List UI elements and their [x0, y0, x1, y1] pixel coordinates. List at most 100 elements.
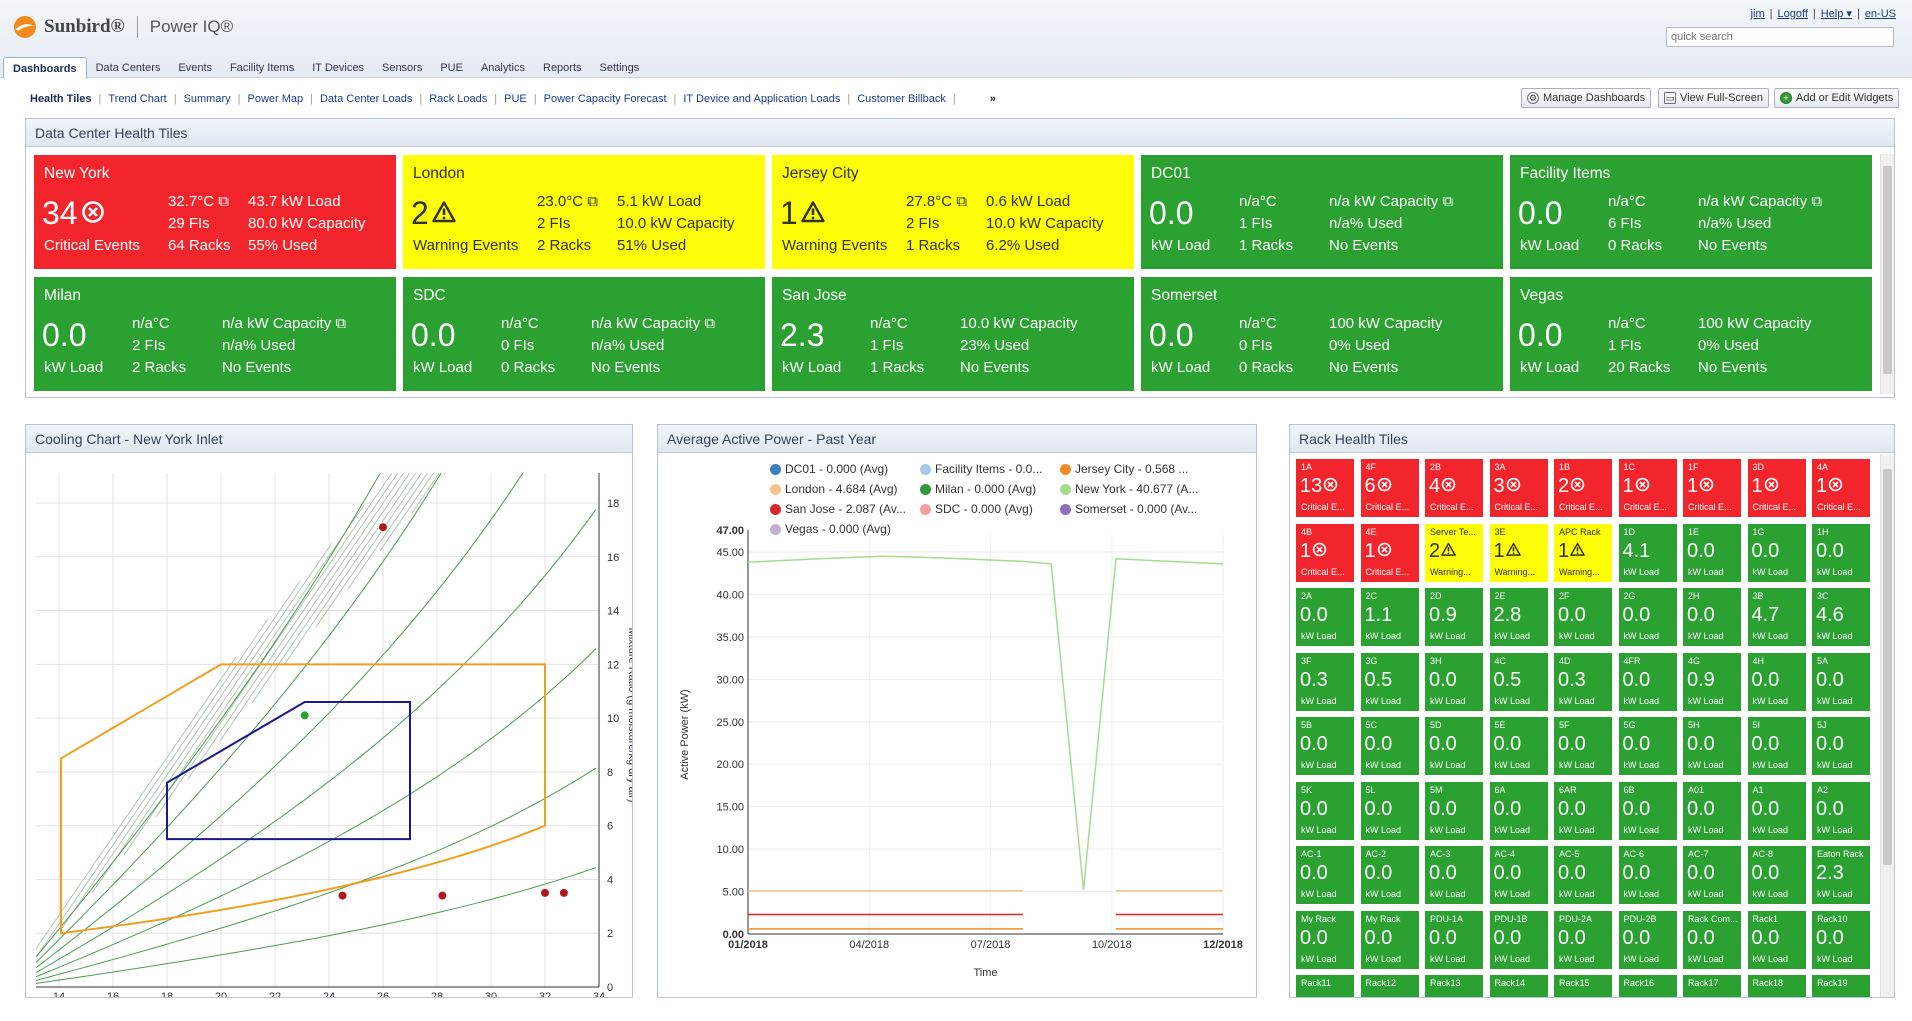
rack-tile[interactable]: 5G 0.0 kW Load	[1618, 717, 1677, 775]
rack-tile[interactable]: 3G 0.5 kW Load	[1360, 652, 1419, 711]
rack-tile[interactable]: 5F 0.0 kW Load	[1554, 717, 1612, 775]
legend-item[interactable]: San Jose - 2.087 (Av...	[770, 502, 906, 516]
rack-tile[interactable]: 1H 0.0 kW Load	[1812, 523, 1870, 582]
dc-tile-jersey-city[interactable]: Jersey City 1 Warning Events 27.8°C ⧉ 2 FIs 1…	[772, 155, 1134, 269]
rack-tile[interactable]: Rack11	[1296, 975, 1354, 997]
rack-tile[interactable]: Rack18	[1747, 975, 1806, 997]
rack-tile[interactable]: 1B 2 Critical E...	[1554, 459, 1612, 517]
rack-tile[interactable]: 4FR 0.0 kW Load	[1618, 652, 1677, 711]
rack-tile[interactable]: Rack12	[1360, 975, 1419, 997]
rack-tile[interactable]: 4A 1 Critical E...	[1812, 459, 1870, 517]
rack-tile[interactable]: 1F 1 Critical E...	[1683, 459, 1741, 517]
rack-tile[interactable]: 3D 1 Critical E...	[1747, 459, 1806, 517]
rack-tile[interactable]: AC-4 0.0 kW Load	[1489, 846, 1548, 904]
dc-tile-san-jose[interactable]: San Jose 2.3 kW Load n/a°C 1 FIs 1 Racks 10.0 …	[772, 277, 1134, 391]
rack-tile[interactable]: 3A 3 Critical E...	[1489, 459, 1548, 517]
rack-tile[interactable]: PDU-2B 0.0 kW Load	[1618, 910, 1677, 969]
rack-tile[interactable]: A01 0.0 kW Load	[1683, 781, 1741, 840]
rack-tile[interactable]: Eaton Rack 2.3 kW Load	[1812, 846, 1870, 904]
rack-tile[interactable]: 5L 0.0 kW Load	[1360, 781, 1419, 840]
tab-sensors[interactable]: Sensors	[381, 62, 423, 74]
dc-tile-facility-items[interactable]: Facility Items 0.0 kW Load n/a°C 6 FIs 0 Rack…	[1510, 155, 1872, 269]
rack-tile[interactable]: 5E 0.0 kW Load	[1489, 717, 1548, 775]
rack-tile[interactable]: AC-7 0.0 kW Load	[1683, 846, 1741, 904]
rack-tile[interactable]: AC-8 0.0 kW Load	[1747, 846, 1806, 904]
subtab-power-capacity-forecast[interactable]: Power Capacity Forecast	[543, 93, 667, 105]
rack-tile[interactable]: Rack1 0.0 kW Load	[1747, 910, 1806, 969]
health-scrollbar[interactable]	[1880, 154, 1894, 394]
manage-dashboards-button[interactable]: ⚙ Manage Dashboards	[1521, 88, 1652, 108]
legend-item[interactable]: New York - 40.677 (A...	[1060, 482, 1198, 496]
subtab-health-tiles[interactable]: Health Tiles	[30, 93, 92, 105]
sensor-point[interactable]	[337, 890, 348, 901]
dc-tile-new-york[interactable]: New York 34 Critical Events 32.7°C ⧉ 29 FIs 6…	[34, 155, 396, 269]
tab-analytics[interactable]: Analytics	[480, 62, 525, 74]
rack-tile[interactable]: 1G 0.0 kW Load	[1747, 523, 1806, 582]
legend-item[interactable]: Facility Items - 0.0...	[920, 462, 1042, 476]
scroll-thumb[interactable]	[1883, 469, 1892, 865]
rack-tile[interactable]: 5M 0.0 kW Load	[1425, 781, 1483, 840]
rack-tile[interactable]: 3B 4.7 kW Load	[1747, 588, 1806, 646]
logoff-link[interactable]: Logoff	[1777, 8, 1808, 20]
rack-tile[interactable]: 5A 0.0 kW Load	[1812, 652, 1870, 711]
rack-tile[interactable]: Rack13	[1425, 975, 1483, 997]
rack-scrollbar[interactable]	[1880, 455, 1894, 997]
subtab-rack-loads[interactable]: Rack Loads	[429, 93, 488, 105]
rack-tile[interactable]: 6AR 0.0 kW Load	[1554, 781, 1612, 840]
subtab-it-device-and-application-loads[interactable]: IT Device and Application Loads	[683, 93, 841, 105]
rack-tile[interactable]: 2C 1.1 kW Load	[1360, 588, 1419, 646]
rack-tile[interactable]: Rack19	[1812, 975, 1870, 997]
rack-tile[interactable]: 4G 0.9 kW Load	[1683, 652, 1741, 711]
rack-tile[interactable]: 3E 1 Warning...	[1489, 523, 1548, 582]
dc-tile-london[interactable]: London 2 Warning Events 23.0°C ⧉ 2 FIs 2 Rack…	[403, 155, 765, 269]
rack-tile[interactable]: 5D 0.0 kW Load	[1425, 717, 1483, 775]
legend-item[interactable]: Jersey City - 0.568 ...	[1060, 462, 1188, 476]
rack-tile[interactable]: APC Rack 1 Warning...	[1554, 523, 1612, 582]
rack-tile[interactable]: 1C 1 Critical E...	[1618, 459, 1677, 517]
rack-tile[interactable]: 5B 0.0 kW Load	[1296, 717, 1354, 775]
rack-tile[interactable]: 4C 0.5 kW Load	[1489, 652, 1548, 711]
rack-tile[interactable]: 4E 1 Critical E...	[1360, 523, 1419, 582]
rack-tile[interactable]: 3C 4.6 kW Load	[1812, 588, 1870, 646]
rack-tile[interactable]: PDU-1B 0.0 kW Load	[1489, 910, 1548, 969]
rack-tile[interactable]: 4B 1 Critical E...	[1296, 523, 1354, 582]
rack-tile[interactable]: 2F 0.0 kW Load	[1554, 588, 1612, 646]
rack-tile[interactable]: 1E 0.0 kW Load	[1683, 523, 1741, 582]
rack-tile[interactable]: 3H 0.0 kW Load	[1425, 652, 1483, 711]
rack-tile[interactable]: 4D 0.3 kW Load	[1554, 652, 1612, 711]
rack-tile[interactable]: 5K 0.0 kW Load	[1296, 781, 1354, 840]
rack-tile[interactable]: Rack15	[1554, 975, 1612, 997]
tab-reports[interactable]: Reports	[543, 62, 582, 74]
user-link[interactable]: jim	[1750, 8, 1765, 20]
rack-tile[interactable]: 2G 0.0 kW Load	[1618, 588, 1677, 646]
rack-tile[interactable]: 5H 0.0 kW Load	[1683, 717, 1741, 775]
subtab-customer-billback[interactable]: Customer Billback	[857, 93, 946, 105]
subtab-summary[interactable]: Summary	[183, 93, 231, 105]
sensor-point[interactable]	[378, 522, 388, 533]
rack-tile[interactable]: Rack Com... 0.0 kW Load	[1683, 910, 1741, 969]
rack-tile[interactable]: Rack17	[1683, 975, 1741, 997]
view-full-screen-button[interactable]: ▭ View Full-Screen	[1658, 88, 1769, 108]
dc-tile-dc01[interactable]: DC01 0.0 kW Load n/a°C 1 FIs 1 Racks n/a kW Ca…	[1141, 155, 1503, 269]
tab-dashboards[interactable]: Dashboards	[3, 57, 87, 79]
subtab-pue[interactable]: PUE	[504, 93, 527, 105]
legend-item[interactable]: Somerset - 0.000 (Av...	[1060, 502, 1197, 516]
rack-tile[interactable]: Rack14	[1489, 975, 1548, 997]
subtab-power-map[interactable]: Power Map	[247, 93, 304, 105]
more-tabs-button[interactable]: »	[989, 93, 996, 105]
rack-tile[interactable]: 2E 2.8 kW Load	[1489, 588, 1548, 646]
rack-tile[interactable]: Rack10 0.0 kW Load	[1812, 910, 1870, 969]
rack-tile[interactable]: AC-1 0.0 kW Load	[1296, 846, 1354, 904]
sensor-point[interactable]	[558, 887, 569, 898]
subtab-data-center-loads[interactable]: Data Center Loads	[319, 93, 413, 105]
legend-item[interactable]: DC01 - 0.000 (Avg)	[770, 462, 888, 476]
rack-tile[interactable]: 6A 0.0 kW Load	[1489, 781, 1548, 840]
rack-tile[interactable]: AC-5 0.0 kW Load	[1554, 846, 1612, 904]
rack-tile[interactable]: 5J 0.0 kW Load	[1812, 717, 1870, 775]
locale-link[interactable]: en-US	[1864, 8, 1896, 20]
rack-tile[interactable]: 3F 0.3 kW Load	[1296, 652, 1354, 711]
tab-events[interactable]: Events	[178, 62, 213, 74]
rack-tile[interactable]: A1 0.0 kW Load	[1747, 781, 1806, 840]
tab-facility-items[interactable]: Facility Items	[230, 62, 295, 74]
rack-tile[interactable]: 2D 0.9 kW Load	[1425, 588, 1483, 646]
